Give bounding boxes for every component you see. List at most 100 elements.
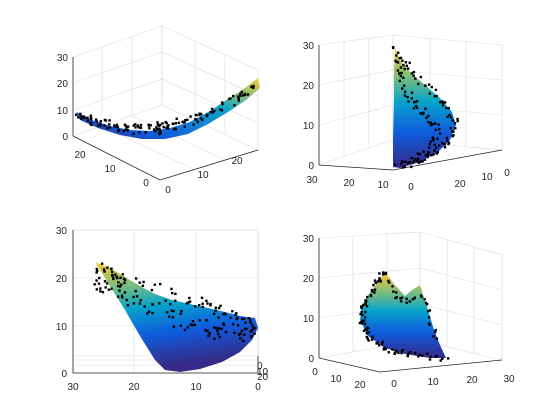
z-tick-labels-2: 0 10 20 30 [303,41,315,172]
z-tick-label-3-1: 10 [56,322,68,333]
scatter-point-4-118 [432,335,435,338]
grid-lines-2 [318,38,503,157]
scatter-point-2-70 [411,161,415,164]
scatter-point-3-0 [103,270,106,273]
scatter-point-1-63 [115,123,119,126]
z-tick-label-4-0: 0 [308,354,314,365]
surface-3 [95,262,258,372]
scatter-point-2-89 [398,79,401,83]
scatter-point-1-107 [184,119,187,122]
scatter-point-2-59 [433,149,436,152]
scatter-point-3-21 [239,337,242,340]
scatter-point-2-23 [428,92,431,95]
scatter-point-3-3 [205,299,208,302]
x-tick-label-2-2: 20 [343,178,355,189]
x-tick-label-2-3: 30 [306,175,318,186]
scatter-point-3-126 [99,287,102,290]
scatter-point-4-40 [360,320,364,323]
scatter-point-1-48 [158,131,161,134]
scatter-point-2-20 [424,84,427,87]
scatter-point-3-77 [249,320,252,323]
scatter-point-3-107 [151,303,154,306]
scatter-point-3-100 [219,304,222,307]
scatter-point-2-128 [427,151,430,155]
scatter-point-3-11 [245,327,248,331]
scatter-point-2-18 [417,82,420,86]
scatter-point-3-2 [96,269,99,273]
scatter-point-2-44 [451,130,454,133]
scatter-point-2-111 [427,121,430,124]
scatter-point-3-67 [117,284,120,288]
scatter-point-1-90 [156,121,159,124]
scatter-point-4-56 [378,344,381,347]
scatter-point-3-115 [193,323,196,327]
scatter-point-1-124 [209,111,212,114]
scatter-point-3-94 [187,301,190,304]
scatter-point-3-90 [115,275,118,278]
scatter-point-3-54 [241,317,244,321]
scatter-point-4-30 [360,310,363,314]
scatter-point-1-89 [192,123,195,126]
scatter-point-1-18 [174,122,178,125]
x-tick-label-4-1: 10 [427,377,439,388]
scatter-point-1-121 [232,94,235,98]
scatter-point-2-38 [456,117,459,121]
scatter-point-4-45 [367,326,370,330]
scatter-point-3-79 [252,327,255,330]
z-tick-label-3-3: 30 [56,226,68,237]
scatter-point-1-95 [237,97,240,100]
scatter-point-2-92 [403,90,407,94]
y-tick-label-1-1: 10 [104,164,116,175]
scatter-point-4-117 [433,330,437,334]
scatter-point-3-154 [104,286,107,289]
scatter-point-3-141 [112,277,115,280]
scatter-point-3-19 [213,312,216,316]
scatter-point-1-119 [147,123,150,126]
y-tick-labels-1: 0 10 20 [74,150,149,189]
x-tick-label-3-0: 30 [67,382,79,393]
scatter-point-4-84 [429,355,432,359]
scatter-point-1-14 [152,128,156,131]
scatter-point-3-111 [97,282,101,285]
scatter-point-3-46 [174,299,177,302]
scatter-point-4-23 [364,301,367,305]
scatter-point-3-127 [143,305,146,308]
z-tick-labels-1: 0 10 20 30 [57,53,69,143]
scatter-point-3-89 [172,309,175,313]
scatter-point-1-105 [117,128,121,132]
scatter-point-4-111 [427,310,430,313]
scatter-point-3-132 [117,295,120,298]
scatter-point-1-68 [162,125,165,129]
scatter-point-1-92 [194,118,197,121]
scatter-point-4-57 [375,342,378,345]
scatter-point-4-114 [427,322,431,325]
scatter-point-3-78 [198,304,201,307]
scatter-point-4-86 [435,354,438,358]
scatter-point-3-10 [253,326,256,330]
scatter-point-1-44 [122,129,125,133]
scatter-point-3-149 [242,339,245,343]
scatter-point-4-102 [408,300,411,303]
x-tick-labels-4: 0 10 20 30 [391,374,515,390]
scatter-point-4-113 [427,316,431,319]
scatter-point-4-97 [399,297,402,300]
scatter-point-2-56 [435,146,438,150]
scatter-point-3-97 [168,315,171,318]
scatter-point-1-76 [108,123,111,126]
scatter-point-1-74 [90,122,93,125]
scatter-point-3-29 [186,326,189,329]
scatter-point-1-81 [97,124,100,127]
scatter-points-4 [358,271,450,362]
scatter-point-3-122 [206,329,209,332]
scatter-point-3-92 [200,296,204,299]
scatter-point-2-113 [429,123,433,127]
scatter-point-3-83 [170,309,173,312]
scatter-point-4-98 [399,300,403,303]
scatter-point-2-39 [456,119,459,123]
scatter-point-1-31 [155,128,159,131]
scatter-point-3-156 [250,335,253,338]
scatter-point-1-0 [165,126,168,130]
scatter-point-2-95 [410,91,414,94]
scatter-point-3-72 [125,298,128,302]
scatter-point-3-91 [218,335,221,339]
